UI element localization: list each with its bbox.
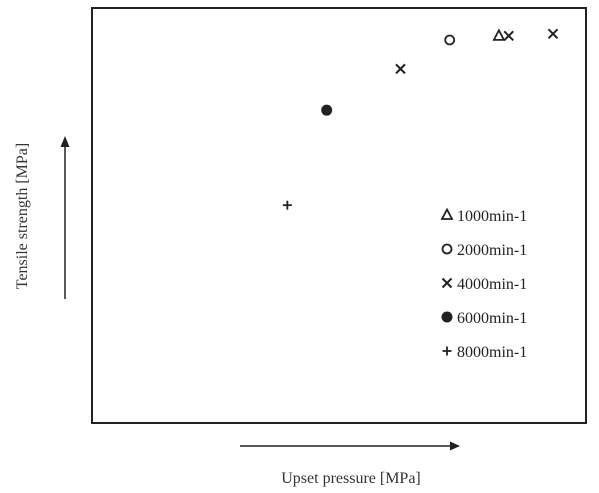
plot-frame	[91, 7, 587, 424]
legend-label-2000min-1: 2000min-1	[457, 242, 527, 259]
legend-marker-4000min-1	[441, 277, 453, 289]
data-point-1000min-1-1	[492, 28, 506, 41]
legend-marker-6000min-1	[441, 311, 453, 323]
legend-label-6000min-1: 6000min-1	[457, 310, 527, 327]
legend-label-1000min-1: 1000min-1	[457, 208, 527, 225]
legend-marker-1000min-1	[440, 207, 454, 220]
data-point-4000min-1-1	[395, 63, 406, 75]
x-axis-label: Upset pressure [MPa]	[281, 470, 421, 487]
data-markers	[282, 28, 559, 210]
data-point-6000min-1-1	[321, 104, 333, 116]
y-axis-label: Tensile strength [MPa]	[14, 143, 31, 289]
x-axis-arrow	[240, 441, 460, 451]
y-axis-arrow	[60, 136, 70, 299]
legend-marker-2000min-1	[441, 243, 453, 255]
legend: 1000min-1 2000min-1 4000min-1 6000min-1 8000…	[440, 207, 527, 361]
data-point-4000min-1-3	[547, 28, 559, 39]
legend-marker-8000min-1	[442, 346, 452, 356]
data-point-2000min-1-1	[444, 34, 456, 46]
data-point-8000min-1-1	[282, 200, 292, 210]
data-point-4000min-1-2	[503, 30, 514, 42]
legend-label-8000min-1: 8000min-1	[457, 344, 527, 361]
legend-label-4000min-1: 4000min-1	[457, 276, 527, 293]
